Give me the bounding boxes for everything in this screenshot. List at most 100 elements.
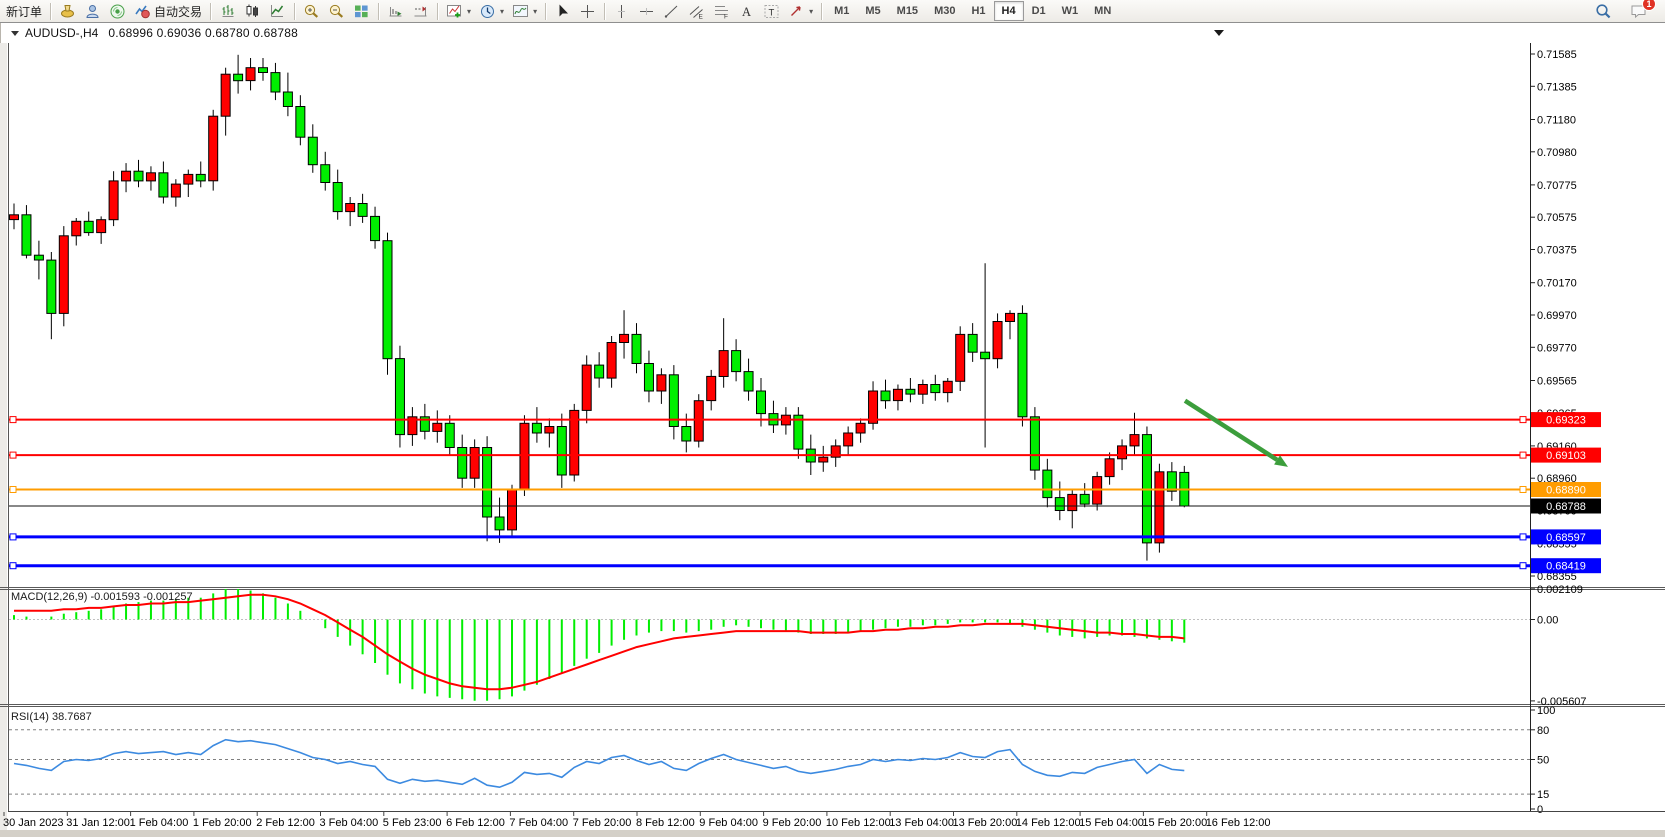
hline-0.68890[interactable]: [9, 486, 1530, 493]
timeframe-mn-button[interactable]: MN: [1094, 5, 1112, 17]
horizontal-line-button[interactable]: [634, 0, 659, 22]
notifications-button[interactable]: 1: [1626, 0, 1656, 22]
signals-button[interactable]: [105, 0, 130, 22]
auto-scroll-button[interactable]: [383, 0, 408, 22]
svg-text:5 Feb 23:00: 5 Feb 23:00: [383, 817, 442, 829]
line-handle[interactable]: [9, 562, 17, 570]
price-label-0.69323: 0.69323: [1531, 412, 1601, 428]
timeframe-w1-button[interactable]: W1: [1061, 5, 1079, 17]
timeframe-h1-button[interactable]: H1: [971, 5, 986, 17]
line-handle[interactable]: [9, 533, 17, 541]
line-handle[interactable]: [1519, 533, 1527, 541]
chart-shift-button[interactable]: [408, 0, 433, 22]
candle-body: [220, 73, 231, 117]
macd-histogram: [13, 589, 1186, 701]
tile-windows-button[interactable]: [349, 0, 374, 22]
svg-text:100: 100: [1537, 705, 1555, 717]
svg-text:3 Feb 04:00: 3 Feb 04:00: [320, 817, 379, 829]
candle-body: [631, 333, 642, 364]
trend-arrow[interactable]: [1183, 398, 1288, 467]
timeframe-m1-button[interactable]: M1: [834, 5, 850, 17]
auto-trading-button[interactable]: 自动交易: [130, 0, 206, 22]
hline-0.68419[interactable]: [9, 562, 1530, 570]
chart-canvas[interactable]: MACD(12,26,9) -0.001593 -0.001257 RSI(14)…: [0, 43, 1665, 837]
timeframe-m5-button[interactable]: M5: [865, 5, 881, 17]
line-handle[interactable]: [9, 451, 17, 459]
candle-body: [556, 426, 567, 476]
hline-0.69323[interactable]: [9, 416, 1530, 424]
candle-body: [706, 375, 717, 402]
svg-text:31 Jan 12:00: 31 Jan 12:00: [66, 817, 130, 829]
periods-button[interactable]: ▾: [475, 0, 508, 22]
text-icon: A: [742, 5, 751, 19]
price-label-0.68890: 0.68890: [1531, 482, 1601, 497]
svg-text:E: E: [699, 13, 704, 20]
svg-text:50: 50: [1537, 755, 1549, 767]
svg-text:0.68419: 0.68419: [1546, 561, 1586, 573]
candle-body: [830, 445, 841, 458]
timeframe-m15-button[interactable]: M15: [896, 5, 919, 17]
hline-0.68597[interactable]: [9, 533, 1530, 541]
zoom-in-button[interactable]: [299, 0, 324, 22]
candle-body: [507, 489, 517, 531]
line-handle[interactable]: [1519, 562, 1527, 570]
candle-body: [1079, 493, 1090, 505]
svg-text:0.71385: 0.71385: [1537, 81, 1577, 93]
svg-text:0: 0: [1537, 804, 1543, 816]
candle-body: [469, 447, 480, 479]
candle-body: [668, 374, 679, 427]
vertical-line-button[interactable]: [609, 0, 634, 22]
indicators-button[interactable]: ▾: [442, 0, 475, 22]
candle-body: [656, 374, 667, 392]
user-profile-button[interactable]: [80, 0, 105, 22]
text-button[interactable]: A: [734, 0, 759, 22]
candlestick-chart-button[interactable]: [240, 0, 265, 22]
line-handle[interactable]: [9, 486, 17, 493]
templates-button[interactable]: ▾: [508, 0, 541, 22]
hline-0.69103[interactable]: [9, 451, 1530, 459]
chart-background: [0, 43, 1665, 837]
crosshair-button[interactable]: [575, 0, 600, 22]
bars-chart-button[interactable]: [215, 0, 240, 22]
candle-body: [183, 173, 194, 185]
search-button[interactable]: [1591, 0, 1616, 22]
line-handle[interactable]: [1519, 451, 1527, 459]
candle-body: [345, 203, 356, 213]
toolbar-separator: [821, 2, 823, 20]
timeframe-m30-button[interactable]: M30: [934, 5, 956, 17]
toolbar-separator: [50, 2, 52, 20]
horizontal-line-icon: [640, 7, 654, 15]
price-axis[interactable]: 0.71585 0.71385 0.71180 0.70980 0.70775 0.705…: [1530, 43, 1601, 816]
cursor-button[interactable]: [550, 0, 575, 22]
svg-text:-0.005607: -0.005607: [1537, 696, 1587, 708]
time-axis[interactable]: 30 Jan 2023 31 Jan 12:00 1 Feb 04:00 1 Feb …: [3, 812, 1271, 829]
text-label-button[interactable]: T: [759, 0, 784, 22]
price-label-0.69103: 0.69103: [1531, 447, 1601, 463]
new-order-button[interactable]: 新订单: [2, 0, 46, 22]
candle-body: [1129, 434, 1140, 447]
line-handle[interactable]: [1519, 486, 1527, 493]
equidistant-channel-button[interactable]: E: [684, 0, 709, 22]
timeframe-h4-button[interactable]: H4: [993, 1, 1024, 21]
line-chart-button[interactable]: [265, 0, 290, 22]
arrows-button[interactable]: ▾: [784, 0, 817, 22]
collapse-icon[interactable]: [11, 30, 19, 36]
timeframe-d1-button[interactable]: D1: [1031, 5, 1046, 17]
svg-text:0.69103: 0.69103: [1546, 450, 1586, 462]
zoom-out-button[interactable]: [324, 0, 349, 22]
trendline-button[interactable]: [659, 0, 684, 22]
svg-text:0.70375: 0.70375: [1537, 245, 1577, 257]
candle-body: [1067, 493, 1078, 512]
line-handle[interactable]: [1519, 416, 1527, 424]
line-handle[interactable]: [9, 416, 17, 424]
chart-shift-marker-icon[interactable]: [1214, 30, 1224, 36]
toolbar-separator: [210, 2, 212, 20]
fibonacci-button[interactable]: F: [709, 0, 734, 22]
auto-scroll-icon: [389, 6, 402, 16]
candlesticks: [9, 54, 1190, 561]
gold-stamp-button[interactable]: [55, 0, 80, 22]
macd-label: MACD(12,26,9) -0.001593 -0.001257: [11, 591, 193, 603]
svg-text:8 Feb 12:00: 8 Feb 12:00: [636, 817, 695, 829]
toolbar-separator: [437, 2, 439, 20]
